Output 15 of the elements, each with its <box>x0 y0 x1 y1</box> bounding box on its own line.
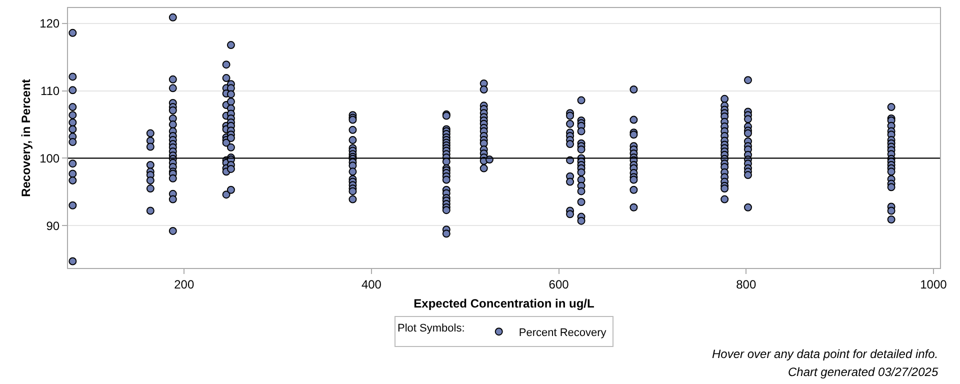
x-tick-label: 600 <box>548 277 570 292</box>
x-tick-label: 200 <box>174 277 194 292</box>
text: Hover over any data point for detailed info. <box>712 347 938 361</box>
y-axis-title: Recovery, in Percent <box>18 79 33 197</box>
text: Chart generated 03/27/2025 <box>788 365 938 379</box>
legend-label: Percent Recovery <box>518 326 607 339</box>
x-tick-label: 800 <box>736 277 756 292</box>
y-tick-label: 120 <box>40 16 60 31</box>
y-tick-label: 90 <box>46 218 60 233</box>
x-axis-title: Expected Concentration in ug/L <box>414 296 594 310</box>
y-tick-label: 100 <box>40 151 60 166</box>
legend-title: Plot Symbols: <box>398 322 471 334</box>
y-tick-label: 110 <box>40 84 60 98</box>
x-tick-label: 400 <box>361 277 382 292</box>
x-tick-label: 1000 <box>920 277 948 292</box>
